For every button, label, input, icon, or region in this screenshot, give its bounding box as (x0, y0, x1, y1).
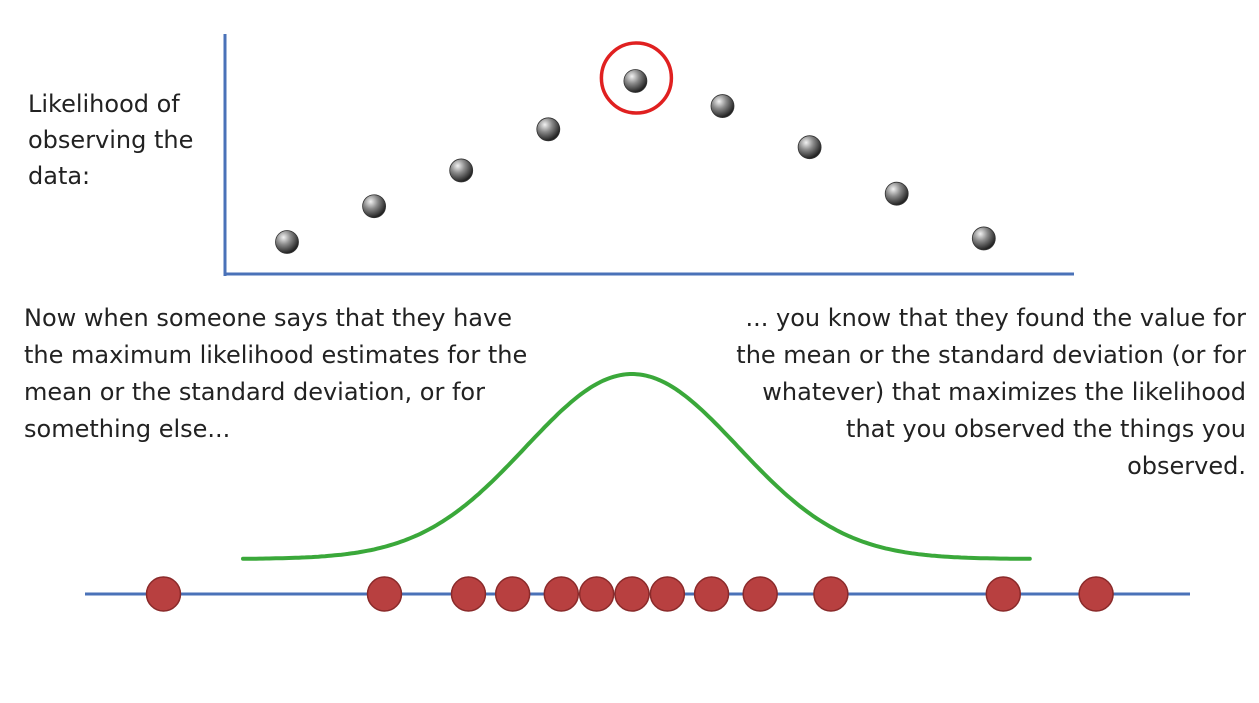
observation-point (450, 576, 487, 612)
left-text-line: mean or the standard deviation, or for (24, 378, 485, 406)
observation-point (985, 576, 1022, 612)
likelihood-point (971, 226, 996, 251)
left-text-line: the maximum likelihood estimates for the (24, 341, 528, 369)
right-text-line: ... you know that they found the value f… (745, 304, 1247, 332)
right-text-line: observed. (1127, 452, 1246, 480)
observation-point (649, 576, 686, 612)
likelihood-points (275, 41, 996, 254)
normal-curve-layer (241, 372, 1032, 561)
observation-point (693, 576, 730, 612)
likelihood-axis-label-line: Likelihood of (28, 90, 180, 118)
observation-point (813, 576, 849, 612)
observation-point (145, 576, 182, 612)
right-text-line: that you observed the things you (846, 415, 1246, 443)
observations-number-line (85, 576, 1190, 612)
left-explanation-text: Now when someone says that they have the… (24, 300, 584, 448)
right-explanation-text: ... you know that they found the value f… (690, 300, 1246, 485)
observation-point (578, 576, 615, 612)
observation-point (1078, 576, 1114, 612)
likelihood-point (797, 135, 822, 160)
likelihood-axis-label-line: data: (28, 162, 91, 190)
left-text-line: something else... (24, 415, 231, 443)
likelihood-axes (223, 34, 1074, 276)
observation-point (543, 576, 580, 612)
likelihood-point (449, 158, 474, 183)
observation-point (494, 576, 531, 612)
observation-point (742, 576, 778, 612)
likelihood-point (536, 117, 561, 142)
likelihood-axis-label-line: observing the (28, 126, 194, 154)
normal-distribution-curve (241, 372, 1032, 561)
right-text-line: whatever) that maximizes the likelihood (762, 378, 1246, 406)
likelihood-point (275, 230, 299, 254)
observation-point (614, 576, 650, 612)
likelihood-point (710, 94, 735, 118)
likelihood-point (623, 69, 648, 93)
likelihood-point (362, 194, 387, 219)
right-text-line: the mean or the standard deviation (or f… (736, 341, 1246, 369)
observation-point (366, 576, 403, 612)
left-text-line: Now when someone says that they have (24, 304, 512, 332)
max-likelihood-highlight-circle (599, 41, 674, 115)
likelihood-axis-label: Likelihood of observing the data: (28, 86, 228, 194)
likelihood-point (884, 181, 909, 206)
